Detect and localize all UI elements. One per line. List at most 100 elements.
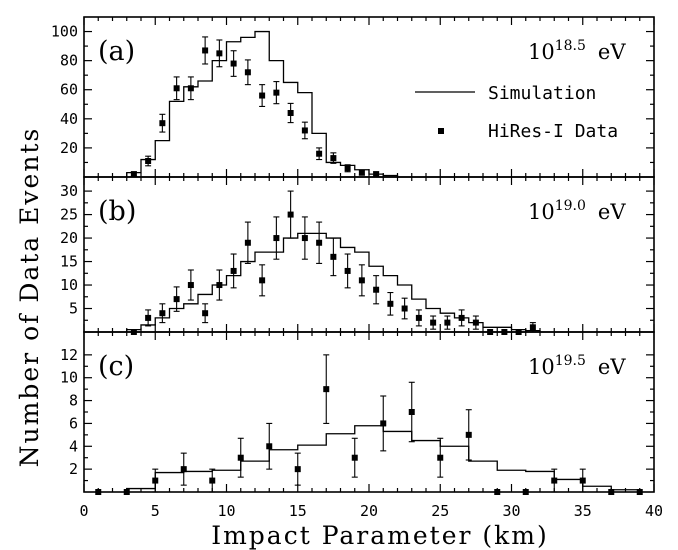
data-point <box>273 235 280 242</box>
data-point <box>95 489 102 495</box>
data-point <box>444 319 451 326</box>
y-tick-label: 100 <box>51 23 78 41</box>
chart-panels: 20 40 60 80 100 (a) 1018.5 eV 5 10 15 20 25 30 (b) 1019… <box>51 16 655 495</box>
data-point <box>159 120 166 127</box>
y-tick-label: 20 <box>60 229 78 247</box>
data-point <box>387 300 394 307</box>
data-point <box>301 127 308 134</box>
legend: Simulation HiRes-I Data <box>415 83 618 142</box>
data-point <box>259 277 266 284</box>
legend-simulation-label: Simulation <box>488 83 596 104</box>
y-tick-label: 10 <box>60 276 78 294</box>
data-point <box>430 319 437 326</box>
x-tick-label: 35 <box>574 502 592 520</box>
y-axis-label: Number of Data Events <box>15 127 44 468</box>
x-axis-label: Impact Parameter (km) <box>211 521 549 550</box>
data-point <box>344 267 351 274</box>
simulation-histogram <box>126 232 541 332</box>
x-tick-label: 30 <box>502 502 520 520</box>
data-point <box>608 489 615 495</box>
data-point <box>266 443 273 450</box>
data-point <box>187 85 194 92</box>
x-tick-label: 20 <box>360 502 378 520</box>
y-tick-label: 80 <box>60 52 78 70</box>
data-point <box>209 477 216 484</box>
panel-1: 20 40 60 80 100 (a) 1018.5 eV <box>51 16 655 178</box>
y-tick-label: 15 <box>60 253 78 271</box>
data-point <box>202 310 209 317</box>
energy-label: 1019.0 eV <box>528 198 626 224</box>
panel-3: 2 4 6 8 10 12 (c) 1019.5 eV <box>60 331 655 495</box>
y-tick-label: 40 <box>60 110 78 128</box>
y-tick-label: 4 <box>69 437 78 455</box>
data-point <box>373 286 380 293</box>
data-point <box>173 296 180 303</box>
data-point <box>323 386 330 393</box>
data-point <box>401 305 408 312</box>
y-tick-label: 60 <box>60 81 78 99</box>
y-tick-label: 25 <box>60 206 78 224</box>
simulation-histogram <box>126 30 399 177</box>
data-point <box>230 60 237 67</box>
data-point <box>437 454 444 461</box>
data-point <box>415 314 422 321</box>
data-point <box>408 409 415 415</box>
data-point <box>579 477 586 484</box>
data-point <box>273 89 280 96</box>
x-tick-label: 25 <box>431 502 449 520</box>
x-tick-label: 5 <box>151 502 160 520</box>
data-point <box>494 489 501 495</box>
data-point <box>173 85 180 92</box>
data-point <box>145 314 152 321</box>
data-point <box>330 253 337 260</box>
panel-label: (b) <box>98 196 136 227</box>
y-tick-label: 12 <box>60 346 78 364</box>
data-point <box>472 319 479 326</box>
y-tick-label: 5 <box>69 300 78 318</box>
data-point <box>237 454 244 461</box>
data-point <box>316 150 323 157</box>
data-point <box>123 489 130 495</box>
x-tick-label: 10 <box>217 502 235 520</box>
y-tick-label: 10 <box>60 369 78 387</box>
data-point <box>344 165 351 172</box>
panel-2: 5 10 15 20 25 30 (b) 1019.0 eV <box>60 176 655 335</box>
data-point <box>180 466 187 473</box>
data-point <box>351 454 358 461</box>
data-point <box>159 310 166 317</box>
data-point <box>358 169 365 176</box>
data-point <box>529 324 536 331</box>
data-point <box>202 47 209 54</box>
data-point <box>636 489 643 495</box>
data-point <box>551 477 558 484</box>
data-point <box>458 314 465 321</box>
data-point <box>522 489 529 495</box>
y-tick-label: 2 <box>69 460 78 478</box>
x-tick-label: 0 <box>79 502 88 520</box>
data-point <box>465 431 472 438</box>
x-tick-label: 15 <box>289 502 307 520</box>
data-point <box>330 155 337 162</box>
panel-label: (a) <box>98 36 135 67</box>
data-point <box>216 50 223 57</box>
x-tick-label: 40 <box>645 502 663 520</box>
data-point <box>152 477 159 484</box>
data-point <box>259 92 266 99</box>
legend-data-marker <box>438 128 444 134</box>
panel-label: (c) <box>98 351 134 382</box>
data-point <box>244 239 251 246</box>
data-point <box>130 171 137 178</box>
y-tick-label: 20 <box>60 139 78 157</box>
data-point <box>358 277 365 284</box>
data-point <box>216 282 223 289</box>
y-tick-label: 30 <box>60 182 78 200</box>
data-point <box>301 235 308 242</box>
energy-label: 1019.5 eV <box>528 353 626 379</box>
data-point <box>187 282 194 289</box>
data-point <box>287 110 294 116</box>
energy-label: 1018.5 eV <box>528 38 626 64</box>
data-point <box>380 420 387 427</box>
data-point <box>287 211 294 218</box>
x-axis: 0 5 10 15 20 25 30 35 40 <box>79 502 663 520</box>
